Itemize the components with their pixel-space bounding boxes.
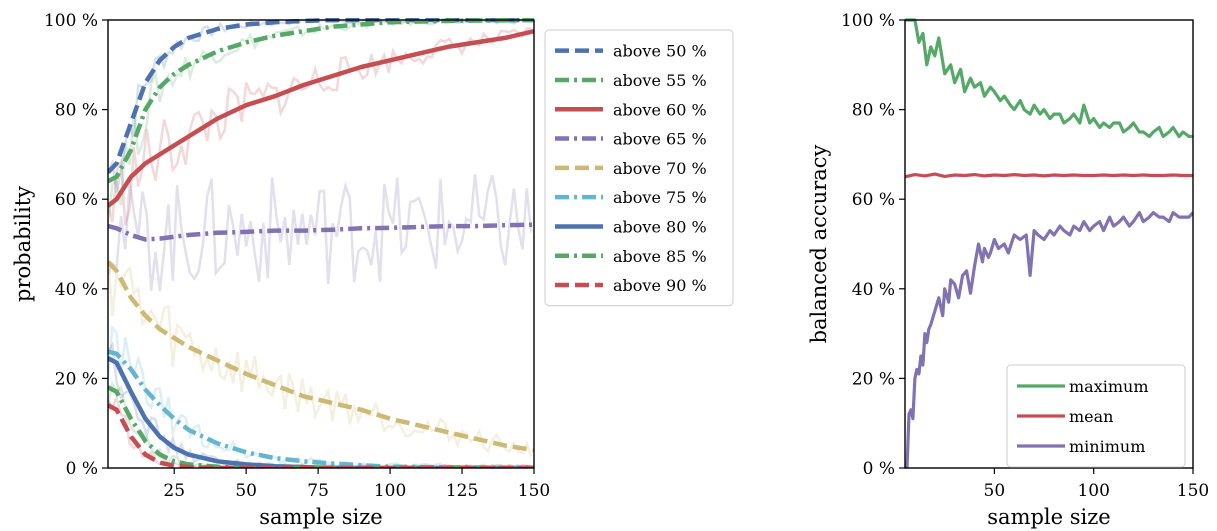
x-tick-label: 50 bbox=[235, 481, 257, 501]
y-tick-label: 100 % bbox=[841, 11, 895, 31]
x-tick-label: 100 bbox=[1077, 481, 1109, 501]
legend-label: above 85 % bbox=[613, 247, 707, 266]
x-tick-label: 150 bbox=[1177, 481, 1209, 501]
series-line-5 bbox=[108, 349, 534, 468]
legend-label: above 50 % bbox=[613, 42, 707, 61]
y-tick-label: 40 % bbox=[55, 280, 98, 300]
y-tick-label: 80 % bbox=[852, 101, 895, 121]
y-axis-label: balanced accuracy bbox=[807, 144, 831, 343]
x-tick-label: 125 bbox=[446, 481, 478, 501]
x-axis-label: sample size bbox=[259, 505, 382, 529]
x-tick-label: 75 bbox=[307, 481, 329, 501]
legend-label: above 80 % bbox=[613, 217, 707, 236]
x-tick-label: 50 bbox=[984, 481, 1006, 501]
series-noise-3 bbox=[108, 173, 533, 292]
y-tick-label: 0 % bbox=[66, 459, 98, 479]
series-line-3 bbox=[108, 222, 534, 242]
series-line-6 bbox=[108, 356, 534, 468]
series-noise-8 bbox=[108, 393, 532, 468]
x-axis-label: sample size bbox=[987, 505, 1110, 529]
legend-label: above 70 % bbox=[613, 159, 707, 178]
x-tick-label: 25 bbox=[163, 481, 185, 501]
series-line-7 bbox=[108, 385, 534, 468]
legend-label: above 90 % bbox=[613, 276, 707, 295]
balanced-accuracy-chart: 50 100 150 0 % 20 % 40 % 60 % 80 % 100 % sample s… bbox=[807, 11, 1209, 529]
legend: above 50 % above 55 % above 60 % above 65 %… bbox=[544, 29, 734, 307]
probability-chart: 25 50 75 100 125 150 0 % 20 % 40 % 60 % 80 % 100 % s… bbox=[11, 11, 734, 529]
legend-label: mean bbox=[1069, 407, 1113, 426]
plot-area bbox=[905, 18, 1193, 468]
legend: maximum mean minimum bbox=[1006, 364, 1186, 468]
series-line-0 bbox=[905, 18, 1193, 139]
series-line-2 bbox=[905, 211, 1193, 468]
y-tick-label: 80 % bbox=[55, 101, 98, 121]
y-tick-label: 60 % bbox=[55, 190, 98, 210]
axes-frame bbox=[904, 19, 1194, 469]
y-tick-label: 20 % bbox=[852, 369, 895, 389]
y-axis-label: probability bbox=[11, 186, 35, 302]
legend-label: above 65 % bbox=[613, 130, 707, 149]
y-tick-label: 0 % bbox=[863, 459, 895, 479]
x-tick-label: 100 bbox=[374, 481, 406, 501]
legend-label: minimum bbox=[1069, 437, 1145, 456]
legend-box bbox=[544, 29, 734, 307]
series-line-4 bbox=[108, 260, 534, 453]
y-tick-label: 40 % bbox=[852, 280, 895, 300]
plot-area bbox=[108, 18, 534, 468]
series-line-1 bbox=[108, 18, 534, 184]
legend-label: maximum bbox=[1069, 377, 1149, 396]
series-line-1 bbox=[905, 172, 1193, 179]
series-noise-2 bbox=[108, 26, 532, 226]
y-tick-label: 60 % bbox=[852, 190, 895, 210]
legend-label: above 60 % bbox=[613, 100, 707, 119]
y-tick-label: 100 % bbox=[44, 11, 98, 31]
x-tick-label: 150 bbox=[518, 481, 550, 501]
legend-label: above 55 % bbox=[613, 71, 707, 90]
legend-box bbox=[1006, 364, 1186, 468]
series-line-2 bbox=[108, 29, 534, 208]
y-tick-label: 20 % bbox=[55, 369, 98, 389]
legend-label: above 75 % bbox=[613, 188, 707, 207]
axes-frame bbox=[107, 19, 535, 469]
